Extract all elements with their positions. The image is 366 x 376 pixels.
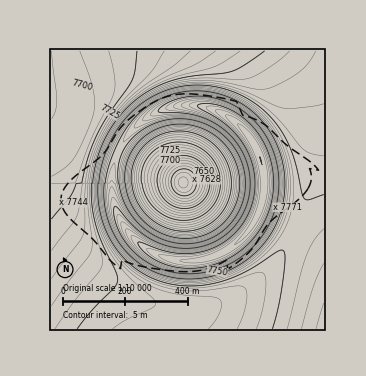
Text: x 7771: x 7771	[273, 203, 302, 212]
Text: 7725: 7725	[159, 146, 180, 155]
Text: 7750: 7750	[206, 265, 228, 277]
Text: 7725: 7725	[98, 103, 121, 121]
Text: 7650: 7650	[193, 167, 214, 176]
Text: N: N	[62, 265, 68, 274]
Text: 200: 200	[118, 287, 132, 296]
Text: 400 m: 400 m	[175, 287, 200, 296]
Text: Contour interval:  5 m: Contour interval: 5 m	[63, 311, 147, 320]
Text: x 7628: x 7628	[192, 175, 221, 184]
Text: 0: 0	[60, 287, 65, 296]
Text: 7700: 7700	[71, 79, 94, 93]
Text: 7700: 7700	[159, 156, 180, 165]
Text: x 7744: x 7744	[59, 199, 87, 208]
Text: Original scale 1:10 000: Original scale 1:10 000	[63, 284, 152, 293]
